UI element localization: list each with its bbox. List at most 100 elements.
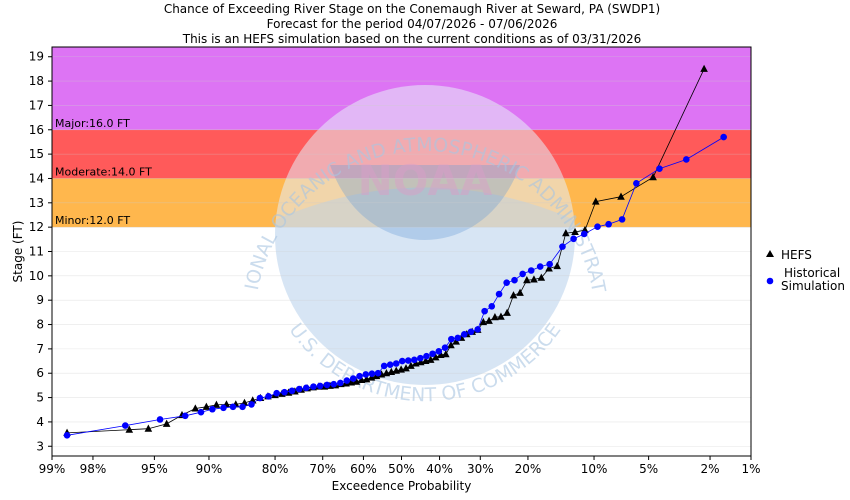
hefs-point [491, 313, 499, 321]
hefs-point [431, 353, 440, 361]
watermark-noaa-text: NOAA [358, 156, 493, 205]
historical-point [197, 408, 205, 416]
hefs-point [452, 337, 460, 345]
y-tick-label: 17 [29, 98, 44, 112]
hefs-point [509, 291, 518, 299]
historical-point [417, 354, 424, 362]
hefs-point [700, 64, 708, 72]
legend-hefs-marker [766, 250, 774, 257]
legend-hefs-label: HEFS [781, 248, 812, 262]
watermark-disc [275, 85, 575, 385]
historical-point [374, 369, 382, 377]
historical-point [467, 328, 475, 336]
historical-point [349, 375, 357, 382]
hefs-point [537, 273, 546, 281]
historical-point [356, 372, 363, 380]
hefs-point [402, 364, 410, 372]
historical-point [337, 379, 344, 387]
hefs-point [530, 275, 538, 283]
hefs-point [162, 419, 171, 427]
y-tick-label: 8 [36, 318, 44, 332]
hefs-point [503, 308, 511, 316]
historical-point [481, 307, 488, 315]
historical-point [546, 260, 553, 268]
y-tick-label: 13 [29, 196, 44, 210]
historical-point [63, 432, 71, 439]
x-tick-label: 80% [262, 462, 289, 476]
historical-point [411, 356, 418, 364]
historical-point [720, 133, 727, 141]
hefs-point [497, 312, 505, 320]
y-tick-label: 16 [29, 123, 44, 137]
historical-point [495, 290, 503, 298]
historical-point [302, 384, 310, 392]
historical-point [527, 267, 535, 274]
x-tick-label: 70% [309, 462, 336, 476]
y-tick-label: 9 [36, 293, 44, 307]
x-tick-label: 20% [515, 462, 542, 476]
historical-point [580, 230, 588, 238]
flood-band-label-1: Moderate:14.0 FT [55, 165, 152, 178]
historical-point [248, 401, 255, 408]
title-line-1: Chance of Exceeding River Stage on the C… [164, 2, 660, 16]
hefs-point [212, 400, 221, 408]
flood-band-label-0: Minor:12.0 FT [55, 214, 130, 227]
historical-point [220, 404, 227, 412]
x-tick-label: 10% [581, 462, 608, 476]
historical-point [570, 235, 577, 243]
historical-point [605, 220, 612, 228]
historical-point [122, 422, 129, 429]
historical-point [398, 357, 406, 365]
legend-historical-marker [766, 277, 774, 285]
x-tick-label: 60% [350, 462, 377, 476]
x-tick-label: 1% [741, 462, 760, 476]
y-tick-label: 3 [36, 439, 44, 453]
hefs-point [347, 378, 356, 386]
historical-point [441, 344, 449, 351]
historical-point [273, 389, 280, 397]
y-tick-label: 19 [29, 50, 44, 64]
y-tick-label: 10 [29, 269, 44, 283]
hefs-point [562, 229, 570, 237]
historical-point [343, 377, 351, 384]
x-tick-label: 50% [388, 462, 415, 476]
title-line-2: Forecast for the period 04/07/2026 - 07/… [267, 17, 558, 31]
hefs-point [485, 316, 493, 324]
historical-point [536, 263, 544, 270]
historical-point [392, 360, 400, 367]
x-tick-label: 99% [39, 462, 66, 476]
x-tick-label: 2% [701, 462, 720, 476]
x-tick-label: 30% [467, 462, 494, 476]
hefs-point [617, 192, 625, 200]
y-tick-label: 5 [36, 391, 44, 405]
hefs-point [523, 276, 531, 284]
historical-point [323, 381, 331, 389]
historical-point [618, 216, 626, 223]
y-tick-label: 6 [36, 366, 44, 380]
chart-title: Chance of Exceeding River Stage on the C… [164, 2, 660, 46]
y-tick-label: 18 [29, 74, 44, 88]
historical-point [265, 393, 272, 400]
y-tick-label: 15 [29, 147, 44, 161]
hefs-point [545, 264, 553, 272]
y-tick-label: 11 [29, 245, 44, 259]
hefs-point [479, 317, 488, 326]
historical-point [404, 357, 412, 364]
historical-point [330, 380, 338, 388]
historical-point [429, 350, 436, 358]
hefs-point [516, 288, 524, 296]
watermark-wave [275, 187, 575, 385]
grid [52, 56, 751, 447]
historical-point [256, 394, 264, 402]
hefs-point [571, 227, 579, 236]
historical-point [435, 348, 443, 355]
x-tick-label: 40% [426, 462, 453, 476]
x-tick-label: 95% [141, 462, 168, 476]
hefs-point [426, 355, 435, 363]
historical-point [295, 385, 303, 393]
hefs-point [447, 341, 455, 349]
historical-point [488, 302, 496, 310]
historical-point [362, 371, 370, 378]
